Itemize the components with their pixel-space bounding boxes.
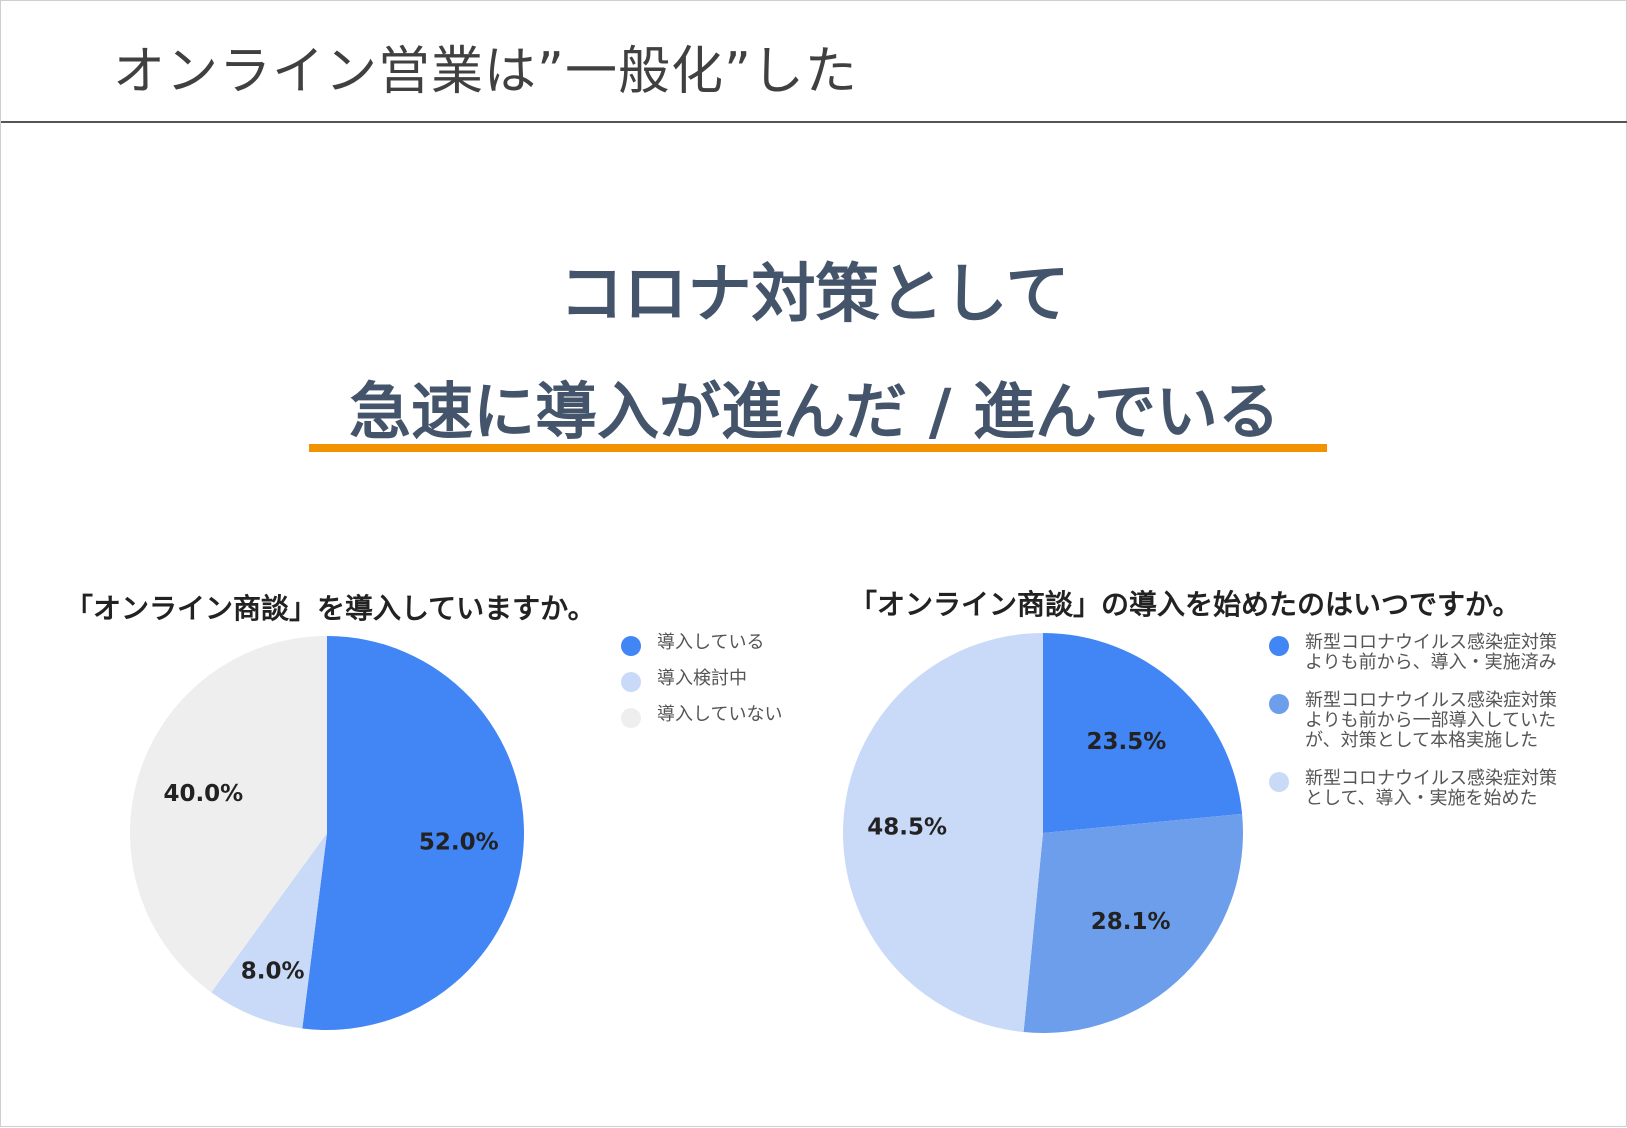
header-divider [1,121,1627,123]
legend-swatch [621,672,641,692]
chart-2-pie-slice [1043,633,1243,833]
chart-2-legend: 新型コロナウイルス感染症対策 よりも前から、導入・実施済み 新型コロナウイルス感… [1269,633,1605,822]
headline-line-2: 急速に導入が進んだ / 進んでいる [349,375,1280,448]
headline-underline [309,444,1327,452]
chart-1-legend-item: 導入していない [621,705,957,728]
chart-2-slice-label: 23.5% [1086,729,1166,755]
legend-label: 新型コロナウイルス感染症対策 として、導入・実施を始めた [1305,768,1557,809]
slide-title: オンライン営業は”一般化”した [113,42,858,102]
chart-1-pie-slice [130,636,327,993]
chart-1-slice-label: 40.0% [163,781,243,807]
chart-1-slice-label: 52.0% [419,829,499,855]
legend-swatch [621,708,641,728]
chart-1-legend: 導入している 導入検討中 導入していない [621,633,957,741]
legend-label: 導入している [657,632,765,653]
chart-2-title: 「オンライン商談」の導入を始めたのはいつですか。 [849,588,1521,621]
chart-1-legend-item: 導入検討中 [621,669,957,692]
legend-swatch [1269,772,1289,792]
legend-label: 新型コロナウイルス感染症対策 よりも前から一部導入していた が、対策として本格実… [1305,690,1557,751]
chart-1-pie-slice [211,833,327,1029]
chart-2-slice-label: 48.5% [867,814,947,840]
chart-2-legend-item: 新型コロナウイルス感染症対策 よりも前から、導入・実施済み [1269,633,1605,673]
legend-label: 導入していない [657,704,783,725]
legend-swatch [1269,694,1289,714]
chart-1-title: 「オンライン商談」を導入していますか。 [65,592,596,625]
headline-line-1: コロナ対策として [559,258,1070,332]
chart-1-legend-item: 導入している [621,633,957,656]
legend-label: 導入検討中 [657,668,747,689]
legend-label: 新型コロナウイルス感染症対策 よりも前から、導入・実施済み [1305,632,1557,673]
legend-swatch [1269,636,1289,656]
legend-swatch [621,636,641,656]
chart-2-legend-item: 新型コロナウイルス感染症対策 として、導入・実施を始めた [1269,769,1605,809]
chart-2-pie-slice [842,633,1043,1033]
chart-2-legend-item: 新型コロナウイルス感染症対策 よりも前から一部導入していた が、対策として本格実… [1269,691,1605,751]
chart-2-slice-label: 28.1% [1091,909,1171,935]
chart-1-slice-label: 8.0% [241,958,305,984]
chart-2-pie-slice [1023,813,1244,1033]
chart-1-pie-slice [302,636,524,1030]
